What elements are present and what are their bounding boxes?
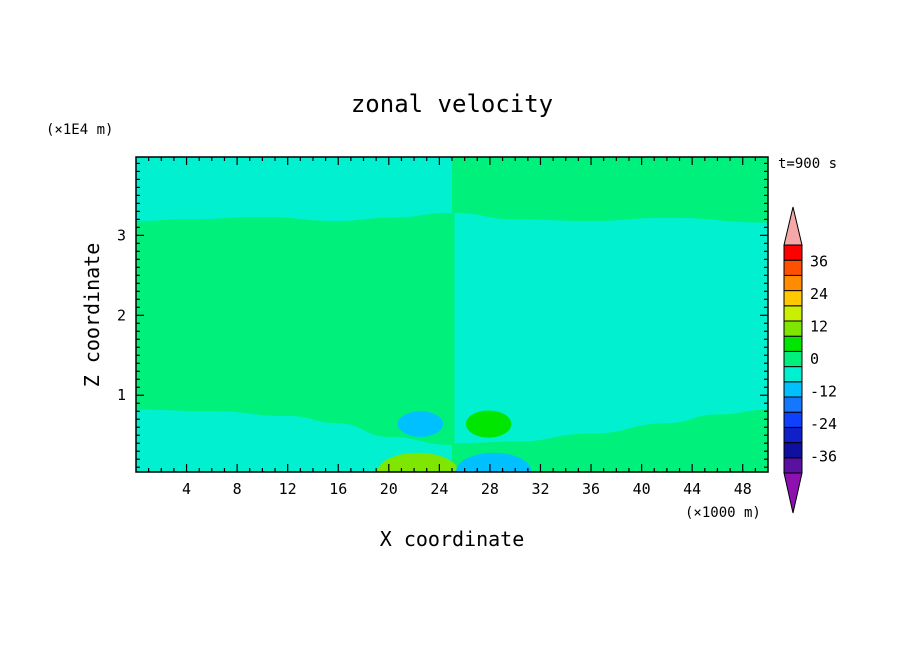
colorbar: -36 -24 -12 0 12 24 36 <box>783 206 837 514</box>
y-axis-unit: (×1E4 m) <box>46 122 113 138</box>
colorbar-segment <box>783 381 803 398</box>
x-tick-label: 28 <box>481 480 499 498</box>
colorbar-under-triangle <box>783 472 803 514</box>
x-tick-label: 20 <box>380 480 398 498</box>
chart-title: zonal velocity <box>351 90 553 118</box>
colorbar-tick-label: -24 <box>810 415 837 433</box>
contour-region-1 <box>136 157 452 221</box>
colorbar-tick-label: -12 <box>810 383 837 401</box>
x-tick-label: 36 <box>582 480 600 498</box>
y-axis-title: Z coordinate <box>80 243 104 388</box>
colorbar-segment <box>783 274 803 292</box>
colorbar-tick-label: 36 <box>810 252 828 270</box>
x-tick-label: 12 <box>279 480 297 498</box>
x-tick-label: 8 <box>233 480 242 498</box>
x-tick-label: 16 <box>329 480 347 498</box>
colorbar-tick-label: 24 <box>810 285 828 303</box>
colorbar-segment <box>783 442 803 459</box>
colorbar-segment <box>783 350 803 368</box>
colorbar-segment <box>783 259 803 276</box>
contour-blob-2 <box>465 410 512 438</box>
colorbar-segment <box>783 426 803 444</box>
x-tick-label: 4 <box>182 480 191 498</box>
colorbar-segment <box>783 320 803 337</box>
colorbar-tick-label: 12 <box>810 317 828 335</box>
colorbar-segment <box>783 457 803 474</box>
colorbar-segment <box>783 305 803 322</box>
colorbar-segment <box>783 335 803 352</box>
x-axis-title: X coordinate <box>380 527 525 551</box>
colorbar-segment <box>783 411 803 428</box>
time-label: t=900 s <box>778 156 837 172</box>
x-tick-label: 40 <box>633 480 651 498</box>
colorbar-tick-label: -36 <box>810 448 837 466</box>
colorbar-segment <box>783 244 803 261</box>
x-tick-label: 32 <box>531 480 549 498</box>
x-tick-label: 44 <box>683 480 701 498</box>
y-tick-label: 1 <box>117 386 126 404</box>
contour-region-3 <box>136 409 452 472</box>
contour-blob-1 <box>397 411 444 437</box>
colorbar-tick-label: 0 <box>810 350 819 368</box>
contour-region-2 <box>454 212 768 444</box>
y-tick-label: 3 <box>117 226 126 244</box>
y-tick-label: 2 <box>117 306 126 324</box>
colorbar-over-triangle <box>783 206 803 246</box>
colorbar-segment <box>783 396 803 413</box>
x-axis-unit: (×1000 m) <box>685 505 761 521</box>
contour-blob-3 <box>377 452 459 472</box>
x-tick-label: 24 <box>430 480 448 498</box>
contour-blob-4 <box>455 452 532 472</box>
x-tick-label: 48 <box>734 480 752 498</box>
colorbar-segment <box>783 366 803 383</box>
contour-field <box>136 157 768 472</box>
colorbar-segment <box>783 290 803 307</box>
